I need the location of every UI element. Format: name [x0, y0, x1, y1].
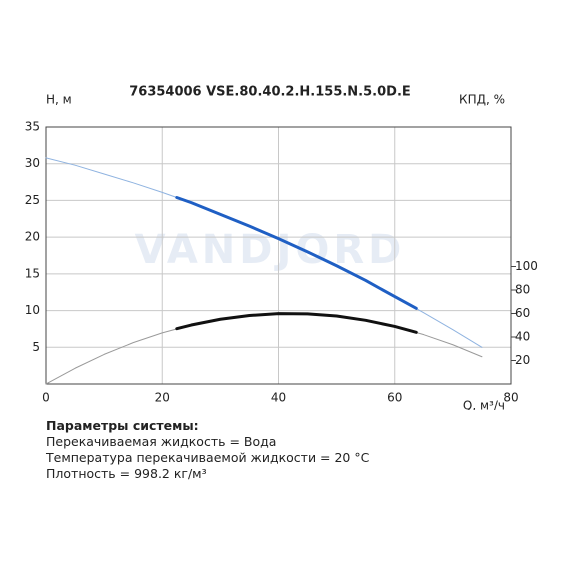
x-tick-label: 40 [271, 391, 286, 405]
y-axis-label: H, м [46, 93, 72, 107]
y2-tick-label: 80 [515, 283, 530, 297]
note-line: Перекачиваемая жидкость = Вода [46, 434, 277, 449]
y-tick-label: 10 [25, 303, 40, 317]
x-tick-label: 20 [155, 391, 170, 405]
y2-tick-label: 60 [515, 306, 530, 320]
y2-tick-label: 20 [515, 353, 530, 367]
plot-frame [45, 126, 512, 385]
y2-axis-label: КПД, % [459, 93, 505, 107]
x-tick-label: 60 [387, 391, 402, 405]
x-tick-label: 80 [503, 391, 518, 405]
chart: 76354006 VSE.80.40.2.H.155.N.5.0D.E VAND… [25, 85, 538, 411]
y-tick-label: 5 [32, 340, 40, 354]
notes-heading: Параметры системы: [46, 418, 199, 433]
series-line [175, 312, 418, 334]
y-tick-label: 30 [25, 156, 40, 170]
series-line [175, 195, 418, 310]
note-line: Температура перекачиваемой жидкости = 20… [46, 450, 370, 465]
series-line [45, 313, 483, 385]
y2-tick-label: 40 [515, 330, 530, 344]
x-tick-label: 0 [42, 391, 50, 405]
note-line: Плотность = 998.2 кг/м³ [46, 466, 207, 481]
y-tick-label: 20 [25, 230, 40, 244]
chart-title: 76354006 VSE.80.40.2.H.155.N.5.0D.E [129, 85, 411, 100]
y2-tick-label: 100 [515, 259, 538, 273]
x-axis-label: Q, м³/ч [463, 399, 505, 411]
y-tick-label: 15 [25, 266, 40, 280]
y-tick-label: 35 [25, 120, 40, 134]
y-tick-label: 25 [25, 193, 40, 207]
notes: Параметры системы: Перекачиваемая жидкос… [46, 418, 369, 482]
